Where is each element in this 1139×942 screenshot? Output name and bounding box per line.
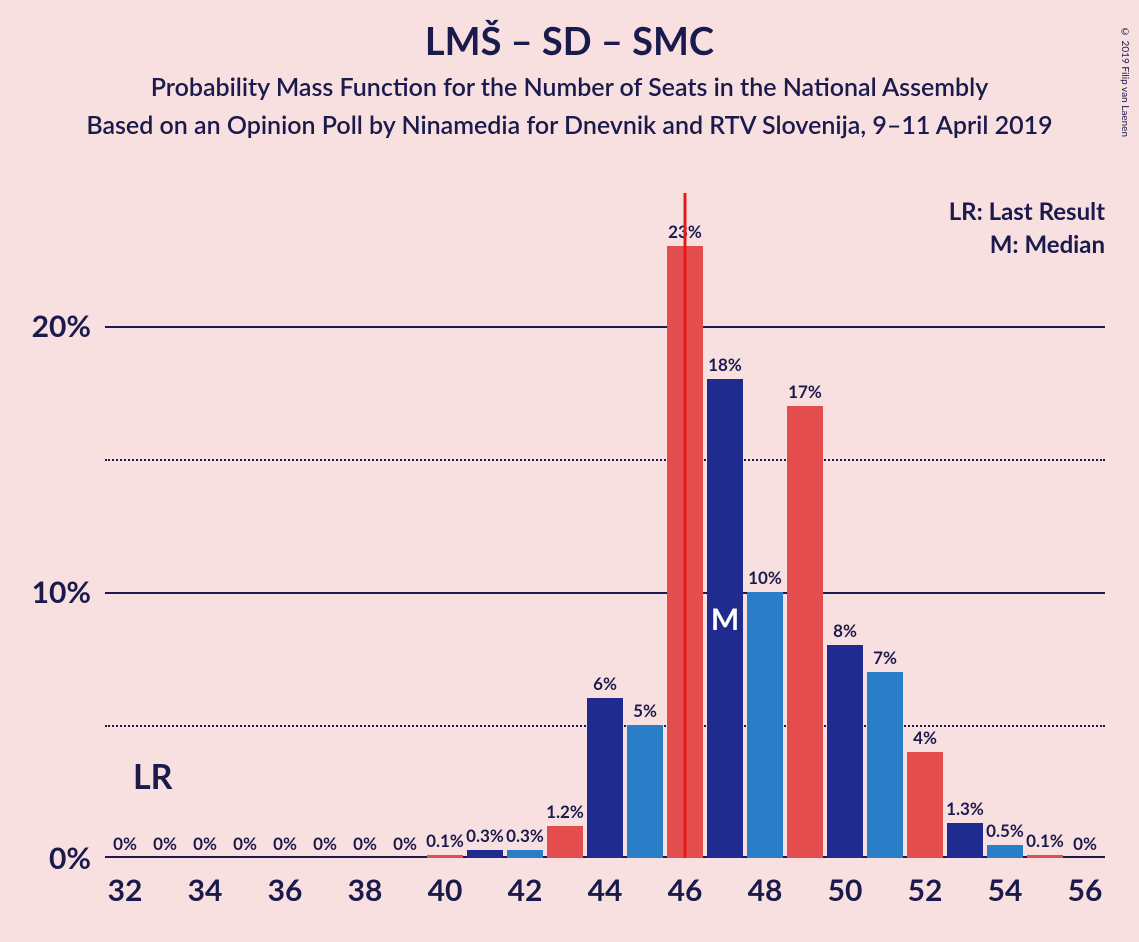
median-line	[684, 193, 687, 858]
bar: 8%	[827, 645, 862, 858]
bar: 10%	[747, 592, 782, 858]
x-tick-label: 38	[348, 858, 383, 908]
median-label: M	[711, 601, 739, 637]
bar-label: 0.1%	[426, 830, 464, 855]
bar-label: 0%	[393, 833, 417, 858]
bar-label: 0.3%	[466, 825, 504, 850]
x-tick-label: 56	[1068, 858, 1103, 908]
x-tick-label: 40	[428, 858, 463, 908]
bar-label: 10%	[748, 567, 782, 592]
chart-area: LR: Last Result M: Median 0% 0% 0% 0% 0% 0% 0%…	[105, 193, 1105, 858]
bar-label: 0%	[313, 833, 337, 858]
bar: 5%	[627, 725, 662, 858]
x-tick-label: 50	[828, 858, 863, 908]
bar-label: 4%	[913, 727, 937, 752]
x-tick-label: 42	[508, 858, 543, 908]
bar: 6%	[587, 698, 622, 858]
x-tick-label: 52	[908, 858, 943, 908]
bar-label: 0.1%	[1026, 830, 1064, 855]
bar-label: 0%	[153, 833, 177, 858]
bar: 1.2%	[547, 826, 582, 858]
bar-label: 8%	[833, 620, 857, 645]
bar-label: 0%	[353, 833, 377, 858]
bar-label: 1.3%	[946, 798, 984, 823]
bar: 0.3%	[467, 850, 502, 858]
x-tick-label: 32	[108, 858, 143, 908]
bar-label: 0.3%	[506, 825, 544, 850]
x-tick-label: 48	[748, 858, 783, 908]
gridline-major	[105, 592, 1105, 594]
bar-label: 5%	[633, 700, 657, 725]
bar-label: 7%	[873, 647, 897, 672]
bar: 17%	[787, 406, 822, 858]
bar-label: 18%	[708, 354, 742, 379]
y-tick-label: 20%	[32, 308, 105, 344]
bar-label: 0%	[113, 833, 137, 858]
bar-label: 0.5%	[986, 820, 1024, 845]
legend-lr: LR: Last Result	[949, 197, 1105, 226]
bar: 0.5%	[987, 845, 1022, 858]
bar-label: 17%	[788, 381, 822, 406]
legend-m: M: Median	[949, 230, 1105, 259]
bar: 1.3%	[947, 823, 982, 858]
bar-label: 1.2%	[546, 801, 584, 826]
y-tick-label: 0%	[49, 840, 105, 876]
chart-title: LMŠ – SD – SMC	[0, 18, 1139, 64]
bar: 0.1%	[1027, 855, 1062, 858]
copyright-text: © 2019 Filip van Laenen	[1119, 26, 1131, 137]
x-tick-label: 44	[588, 858, 623, 908]
x-tick-label: 36	[268, 858, 303, 908]
chart-subtitle: Probability Mass Function for the Number…	[0, 72, 1139, 102]
bar-label: 0%	[273, 833, 297, 858]
bar-label: 0%	[193, 833, 217, 858]
gridline-minor	[105, 459, 1105, 461]
bar: 4%	[907, 752, 942, 858]
x-tick-label: 54	[988, 858, 1023, 908]
bar: 7%	[867, 672, 902, 858]
chart-subtitle-2: Based on an Opinion Poll by Ninamedia fo…	[0, 110, 1139, 140]
legend: LR: Last Result M: Median	[949, 197, 1105, 263]
y-tick-label: 10%	[32, 574, 105, 610]
x-tick-label: 34	[188, 858, 223, 908]
bar-label: 0%	[233, 833, 257, 858]
bar-label: 6%	[593, 673, 617, 698]
bar-label: 0%	[1073, 833, 1097, 858]
last-result-label: LR	[133, 756, 173, 797]
x-tick-label: 46	[668, 858, 703, 908]
bar: 0.3%	[507, 850, 542, 858]
gridline-major	[105, 326, 1105, 328]
